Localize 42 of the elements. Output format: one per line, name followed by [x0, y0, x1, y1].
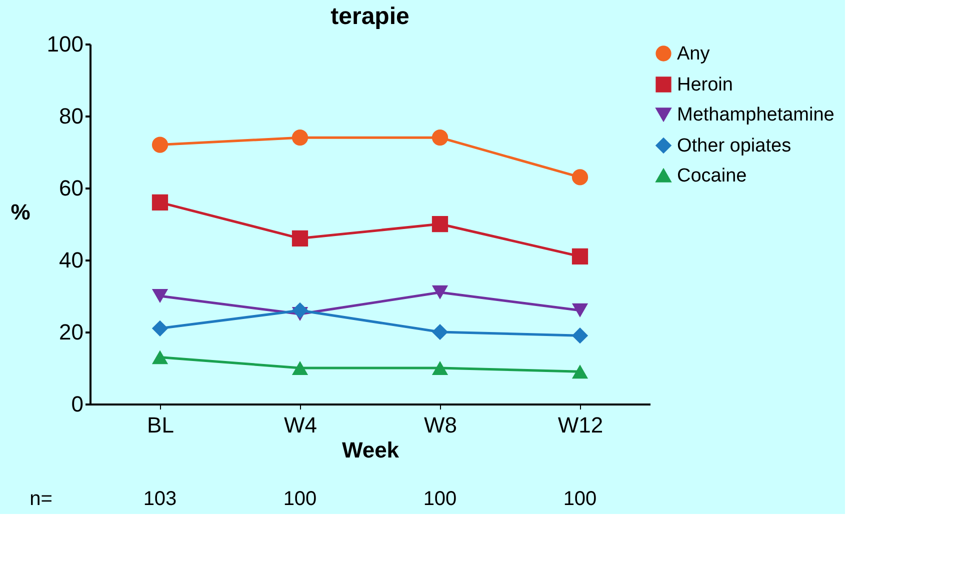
point [292, 130, 308, 146]
text: n= [30, 488, 52, 510]
legend-label: Cocaine [677, 166, 747, 186]
point [572, 303, 588, 318]
point [572, 169, 588, 186]
point [292, 302, 308, 318]
point [292, 361, 308, 375]
point [572, 248, 588, 264]
point [432, 361, 448, 375]
chart-title: terapie [330, 3, 410, 30]
text: 103 [143, 488, 177, 510]
x-tick-label: BL [147, 412, 174, 438]
x-tick-label: W8 [424, 412, 457, 438]
text: 100 [423, 488, 457, 510]
y-tick-label: 20 [59, 320, 84, 344]
point [152, 289, 168, 303]
point [432, 324, 448, 340]
legend-label: Any [677, 44, 710, 64]
x-axis-title: Week [342, 438, 400, 462]
legend-label: Methamphetamine [677, 104, 834, 126]
x-tick-label: W4 [284, 412, 317, 438]
point [152, 350, 168, 364]
y-tick-label: 80 [59, 104, 84, 128]
legend-label: Heroin [677, 74, 733, 96]
y-tick-label: 60 [59, 176, 84, 200]
y-tick-label: 100 [46, 32, 84, 56]
point [432, 216, 448, 232]
y-axis-title: % [10, 200, 30, 224]
legend-label: Other opiates [677, 136, 792, 156]
point [572, 364, 588, 379]
point [152, 194, 168, 210]
point [432, 130, 448, 146]
point [152, 136, 168, 153]
point [572, 328, 588, 344]
x-tick-label: W12 [558, 412, 604, 438]
text: 100 [563, 488, 597, 510]
y-tick-label: 40 [59, 248, 84, 272]
y-tick-label: 0 [71, 392, 84, 416]
text: 100 [283, 488, 317, 510]
point [292, 230, 308, 246]
point [152, 320, 168, 336]
point [432, 285, 448, 300]
